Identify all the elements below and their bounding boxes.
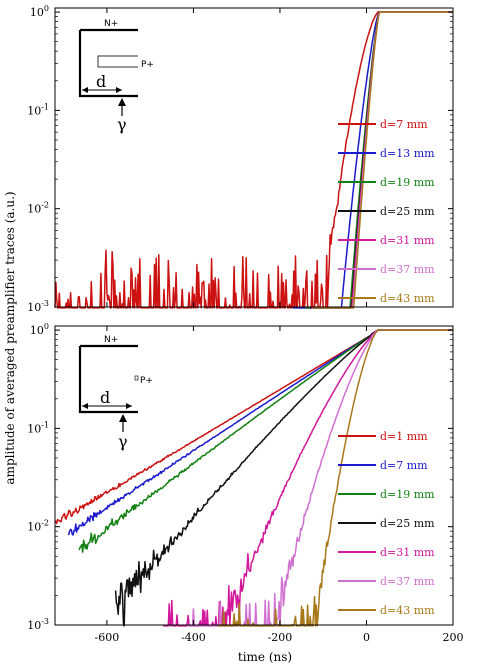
- bottom-inset-nplus-label: N+: [104, 335, 118, 345]
- bottom-legend: d=1 mm d=7 mm d=19 mm d=25 mm d=31 mm d=37 mm…: [338, 430, 435, 617]
- bottom-y-tick-label: 10-3: [27, 617, 49, 632]
- panel-top: 100 10-1 10-2 10-3 d=7 mm d=13 mm d=19 mm d=25…: [27, 4, 454, 314]
- bottom-legend-label: d=25 mm: [380, 517, 435, 530]
- top-series-lines: [54, 10, 453, 309]
- top-axis-ticks: 100 10-1 10-2 10-3: [27, 4, 454, 314]
- bottom-x-tick-label: 200: [443, 631, 464, 644]
- bottom-inset-pplus-label: P+: [140, 376, 153, 386]
- top-inset-diagram: N+ P+ d γ: [78, 19, 154, 134]
- top-legend-label: d=7 mm: [380, 118, 428, 131]
- bottom-legend-label: d=19 mm: [380, 488, 435, 501]
- bottom-x-tick-label: 0: [363, 631, 370, 644]
- bottom-legend-label: d=7 mm: [380, 459, 428, 472]
- top-legend-label: d=31 mm: [380, 234, 435, 247]
- top-legend-label: d=19 mm: [380, 176, 435, 189]
- bottom-inset-diagram: N+ P+ d γ: [78, 335, 153, 451]
- top-plot-frame: [54, 7, 454, 308]
- bottom-axis-ticks: 100 10-1 10-2 10-3 -600 -400 -200 0 200: [27, 322, 463, 644]
- bottom-y-tick-label: 10-1: [27, 420, 49, 435]
- top-inset-nplus-label: N+: [104, 19, 118, 29]
- top-legend-label: d=13 mm: [380, 147, 435, 160]
- bottom-inset-d-label: d: [100, 388, 110, 407]
- bottom-x-tick-label: -600: [95, 631, 120, 644]
- bottom-series-line-7: [217, 328, 453, 627]
- bottom-plot-frame: [54, 325, 454, 626]
- top-inset-gamma-label: γ: [117, 115, 127, 134]
- bottom-legend-label: d=37 mm: [380, 575, 435, 588]
- bottom-inset-gamma-label: γ: [118, 432, 128, 451]
- bottom-x-tick-label: -400: [181, 631, 206, 644]
- bottom-x-tick-label: -200: [268, 631, 293, 644]
- top-legend-label: d=43 mm: [380, 292, 435, 305]
- top-inset-pplus-label: P+: [141, 60, 154, 70]
- top-y-tick-label: 10-2: [27, 201, 49, 216]
- bottom-legend-label: d=1 mm: [380, 430, 428, 443]
- top-y-tick-label: 10-3: [27, 299, 49, 314]
- top-legend-label: d=25 mm: [380, 205, 435, 218]
- top-y-tick-label: 100: [30, 4, 49, 19]
- top-inset-d-label: d: [96, 72, 106, 91]
- x-axis-title: time (ns): [238, 650, 292, 664]
- top-legend: d=7 mm d=13 mm d=19 mm d=25 mm d=31 mm d=37 m…: [338, 118, 435, 305]
- bottom-y-tick-label: 100: [30, 322, 49, 337]
- top-series-line-7: [312, 11, 453, 309]
- top-y-tick-label: 10-1: [27, 102, 49, 117]
- top-legend-label: d=37 mm: [380, 263, 435, 276]
- bottom-legend-label: d=31 mm: [380, 546, 435, 559]
- bottom-series-lines: [54, 328, 453, 627]
- bottom-y-tick-label: 10-2: [27, 519, 49, 534]
- y-axis-title: amplitude of averaged preamplifier trace…: [3, 191, 17, 484]
- bottom-legend-label: d=43 mm: [380, 604, 435, 617]
